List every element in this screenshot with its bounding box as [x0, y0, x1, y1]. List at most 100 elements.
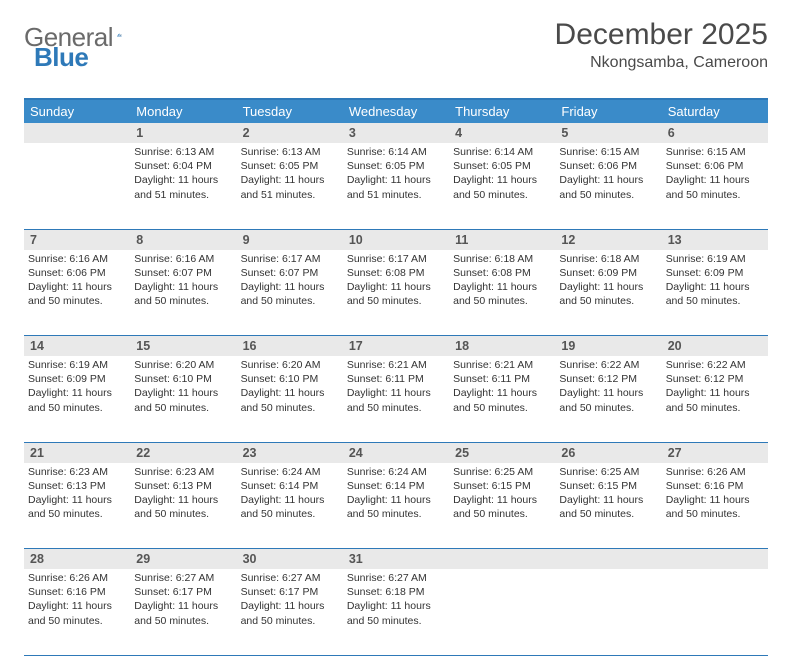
day-info: Sunrise: 6:25 AMSunset: 6:15 PMDaylight:…	[453, 463, 551, 522]
day-info: Sunrise: 6:18 AMSunset: 6:08 PMDaylight:…	[453, 250, 551, 309]
day-info: Sunrise: 6:27 AMSunset: 6:18 PMDaylight:…	[347, 569, 445, 628]
daylight-line: Daylight: 11 hours and 50 minutes.	[134, 599, 232, 627]
day-cell: Sunrise: 6:13 AMSunset: 6:05 PMDaylight:…	[237, 143, 343, 229]
day-number-cell: 13	[662, 229, 768, 250]
daylight-line: Daylight: 11 hours and 50 minutes.	[134, 493, 232, 521]
day-info: Sunrise: 6:16 AMSunset: 6:07 PMDaylight:…	[134, 250, 232, 309]
day-number-cell: 9	[237, 229, 343, 250]
day-number-cell: 18	[449, 336, 555, 357]
day-number-cell: 19	[555, 336, 661, 357]
sunset-line: Sunset: 6:12 PM	[666, 372, 764, 386]
sunrise-line: Sunrise: 6:22 AM	[666, 358, 764, 372]
daylight-line: Daylight: 11 hours and 50 minutes.	[559, 173, 657, 201]
sunrise-line: Sunrise: 6:17 AM	[241, 252, 339, 266]
day-cell: Sunrise: 6:14 AMSunset: 6:05 PMDaylight:…	[343, 143, 449, 229]
day-number-cell: 28	[24, 549, 130, 570]
day-info: Sunrise: 6:14 AMSunset: 6:05 PMDaylight:…	[347, 143, 445, 202]
sunset-line: Sunset: 6:15 PM	[453, 479, 551, 493]
daylight-line: Daylight: 11 hours and 50 minutes.	[347, 599, 445, 627]
day-info: Sunrise: 6:21 AMSunset: 6:11 PMDaylight:…	[347, 356, 445, 415]
sunset-line: Sunset: 6:16 PM	[666, 479, 764, 493]
day-number-cell: 5	[555, 123, 661, 143]
daylight-line: Daylight: 11 hours and 50 minutes.	[241, 386, 339, 414]
sunrise-line: Sunrise: 6:27 AM	[134, 571, 232, 585]
sunrise-line: Sunrise: 6:22 AM	[559, 358, 657, 372]
day-number-cell: 6	[662, 123, 768, 143]
sunset-line: Sunset: 6:04 PM	[134, 159, 232, 173]
day-cell	[662, 569, 768, 655]
day-number-cell: 3	[343, 123, 449, 143]
day-info: Sunrise: 6:21 AMSunset: 6:11 PMDaylight:…	[453, 356, 551, 415]
day-cell: Sunrise: 6:20 AMSunset: 6:10 PMDaylight:…	[130, 356, 236, 442]
day-info: Sunrise: 6:26 AMSunset: 6:16 PMDaylight:…	[666, 463, 764, 522]
day-number-cell	[449, 549, 555, 570]
day-cell	[449, 569, 555, 655]
dow-wednesday: Wednesday	[343, 99, 449, 123]
day-cell: Sunrise: 6:27 AMSunset: 6:18 PMDaylight:…	[343, 569, 449, 655]
sunset-line: Sunset: 6:10 PM	[134, 372, 232, 386]
day-info-row: Sunrise: 6:16 AMSunset: 6:06 PMDaylight:…	[24, 250, 768, 336]
day-info-row: Sunrise: 6:13 AMSunset: 6:04 PMDaylight:…	[24, 143, 768, 229]
day-cell: Sunrise: 6:24 AMSunset: 6:14 PMDaylight:…	[237, 463, 343, 549]
daylight-line: Daylight: 11 hours and 50 minutes.	[559, 493, 657, 521]
day-cell: Sunrise: 6:26 AMSunset: 6:16 PMDaylight:…	[24, 569, 130, 655]
day-number-cell: 24	[343, 442, 449, 463]
dow-thursday: Thursday	[449, 99, 555, 123]
sunrise-line: Sunrise: 6:16 AM	[134, 252, 232, 266]
sunrise-line: Sunrise: 6:17 AM	[347, 252, 445, 266]
sunrise-line: Sunrise: 6:19 AM	[666, 252, 764, 266]
daylight-line: Daylight: 11 hours and 50 minutes.	[134, 386, 232, 414]
sunset-line: Sunset: 6:05 PM	[347, 159, 445, 173]
page-title: December 2025	[555, 18, 768, 52]
sunset-line: Sunset: 6:06 PM	[559, 159, 657, 173]
day-info: Sunrise: 6:19 AMSunset: 6:09 PMDaylight:…	[666, 250, 764, 309]
sunrise-line: Sunrise: 6:25 AM	[453, 465, 551, 479]
day-number-cell	[555, 549, 661, 570]
day-cell	[555, 569, 661, 655]
header: General December 2025 Nkongsamba, Camero…	[24, 18, 768, 72]
daylight-line: Daylight: 11 hours and 50 minutes.	[347, 386, 445, 414]
dow-monday: Monday	[130, 99, 236, 123]
dow-tuesday: Tuesday	[237, 99, 343, 123]
day-info-row: Sunrise: 6:19 AMSunset: 6:09 PMDaylight:…	[24, 356, 768, 442]
sunset-line: Sunset: 6:05 PM	[453, 159, 551, 173]
day-number-cell: 20	[662, 336, 768, 357]
sunset-line: Sunset: 6:09 PM	[666, 266, 764, 280]
dow-sunday: Sunday	[24, 99, 130, 123]
sunset-line: Sunset: 6:14 PM	[241, 479, 339, 493]
sunset-line: Sunset: 6:09 PM	[559, 266, 657, 280]
day-info: Sunrise: 6:24 AMSunset: 6:14 PMDaylight:…	[241, 463, 339, 522]
sunrise-line: Sunrise: 6:26 AM	[666, 465, 764, 479]
calendar-body: 123456Sunrise: 6:13 AMSunset: 6:04 PMDay…	[24, 123, 768, 655]
calendar-table: Sunday Monday Tuesday Wednesday Thursday…	[24, 98, 768, 656]
daylight-line: Daylight: 11 hours and 50 minutes.	[28, 280, 126, 308]
day-cell: Sunrise: 6:23 AMSunset: 6:13 PMDaylight:…	[130, 463, 236, 549]
sunrise-line: Sunrise: 6:18 AM	[559, 252, 657, 266]
day-cell: Sunrise: 6:24 AMSunset: 6:14 PMDaylight:…	[343, 463, 449, 549]
day-number-cell: 31	[343, 549, 449, 570]
location-subtitle: Nkongsamba, Cameroon	[555, 54, 768, 72]
daylight-line: Daylight: 11 hours and 50 minutes.	[347, 280, 445, 308]
sunrise-line: Sunrise: 6:16 AM	[28, 252, 126, 266]
sunrise-line: Sunrise: 6:15 AM	[559, 145, 657, 159]
day-of-week-row: Sunday Monday Tuesday Wednesday Thursday…	[24, 99, 768, 123]
sunrise-line: Sunrise: 6:24 AM	[347, 465, 445, 479]
daylight-line: Daylight: 11 hours and 50 minutes.	[241, 280, 339, 308]
sunset-line: Sunset: 6:06 PM	[28, 266, 126, 280]
day-cell: Sunrise: 6:21 AMSunset: 6:11 PMDaylight:…	[343, 356, 449, 442]
day-cell: Sunrise: 6:16 AMSunset: 6:06 PMDaylight:…	[24, 250, 130, 336]
day-info: Sunrise: 6:13 AMSunset: 6:05 PMDaylight:…	[241, 143, 339, 202]
brand-sail-icon	[117, 24, 122, 46]
day-number-cell	[24, 123, 130, 143]
day-cell: Sunrise: 6:15 AMSunset: 6:06 PMDaylight:…	[555, 143, 661, 229]
day-info: Sunrise: 6:22 AMSunset: 6:12 PMDaylight:…	[666, 356, 764, 415]
sunrise-line: Sunrise: 6:23 AM	[28, 465, 126, 479]
day-cell: Sunrise: 6:19 AMSunset: 6:09 PMDaylight:…	[662, 250, 768, 336]
day-number-cell: 7	[24, 229, 130, 250]
day-info: Sunrise: 6:20 AMSunset: 6:10 PMDaylight:…	[241, 356, 339, 415]
daylight-line: Daylight: 11 hours and 50 minutes.	[28, 386, 126, 414]
day-number-cell: 12	[555, 229, 661, 250]
daylight-line: Daylight: 11 hours and 50 minutes.	[28, 599, 126, 627]
day-info: Sunrise: 6:22 AMSunset: 6:12 PMDaylight:…	[559, 356, 657, 415]
sunrise-line: Sunrise: 6:14 AM	[347, 145, 445, 159]
